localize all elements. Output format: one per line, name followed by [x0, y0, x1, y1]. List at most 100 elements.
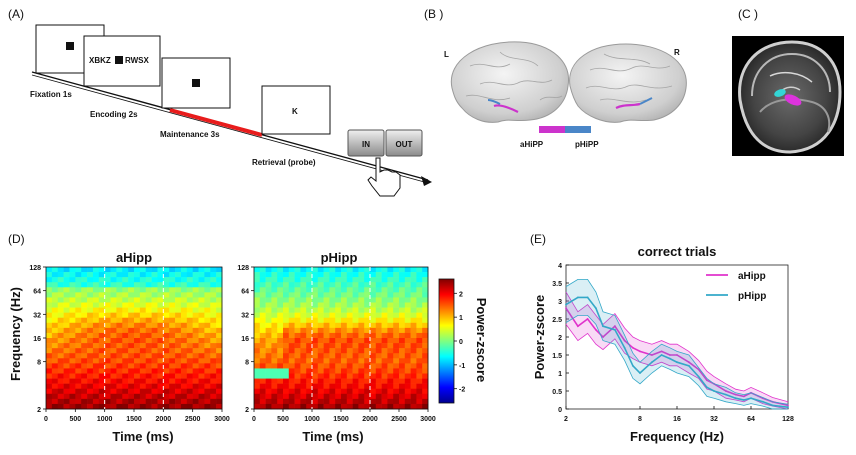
tf-cell	[393, 378, 400, 384]
tf-cell	[335, 398, 342, 405]
tf-cell	[104, 393, 111, 400]
tf-cell	[204, 343, 211, 349]
out-button[interactable]	[385, 129, 423, 157]
tf-cell	[151, 332, 158, 339]
tf-cell	[122, 403, 129, 410]
tf-cell	[134, 353, 141, 359]
tf-cell	[352, 373, 359, 379]
series-1-point	[734, 397, 737, 400]
tf-cell	[145, 322, 152, 329]
tf-cell	[186, 272, 193, 278]
tf-cell	[393, 373, 400, 379]
tf-cell	[335, 277, 342, 283]
tf-cell	[116, 292, 123, 298]
tf-cell	[265, 373, 272, 379]
tf-cell	[110, 373, 117, 379]
tf-cell	[198, 312, 205, 319]
tf-cell	[416, 317, 423, 324]
tf-cell	[404, 358, 411, 364]
tf-cell	[157, 353, 164, 359]
tf-cell	[57, 322, 64, 329]
tf-cell	[175, 317, 182, 324]
tf-cell	[416, 332, 423, 339]
tf-cell	[157, 373, 164, 379]
tf-cell	[98, 403, 105, 410]
series-1-point	[750, 397, 752, 400]
tf-cell	[216, 297, 223, 303]
tf-cell	[169, 322, 176, 329]
tf-cell	[323, 307, 330, 313]
tf-cell	[387, 292, 394, 298]
tf-cell	[87, 287, 94, 293]
tf-cell	[110, 378, 117, 384]
tf-cell	[180, 272, 188, 278]
mri-anterior-hippocampus	[784, 94, 802, 106]
x-tick-label: 1500	[126, 416, 142, 423]
tf-cell	[92, 348, 100, 354]
tf-cell	[116, 403, 123, 410]
tf-cell	[69, 388, 76, 395]
chart-x-tick-label: 16	[673, 416, 681, 423]
tf-cell	[323, 292, 330, 298]
tf-cell	[335, 312, 342, 319]
tf-cell	[175, 398, 182, 405]
tf-cell	[46, 403, 53, 410]
tf-cell	[180, 368, 188, 374]
tf-cell	[128, 378, 135, 384]
tf-cell	[116, 317, 123, 324]
tf-cell	[265, 322, 272, 329]
tf-cell	[271, 332, 278, 339]
tf-cell	[151, 348, 158, 354]
tf-cell	[422, 267, 429, 273]
tf-cell	[210, 363, 217, 369]
tf-cell	[169, 363, 176, 369]
tf-cell	[87, 358, 94, 364]
tf-cell	[98, 373, 105, 379]
tf-cell	[300, 327, 307, 334]
tf-cell	[277, 327, 284, 334]
tf-cell	[375, 282, 382, 288]
tf-cell	[81, 363, 88, 369]
tf-cell	[341, 358, 348, 364]
tf-cell	[92, 322, 100, 329]
tf-cell	[134, 312, 141, 319]
tf-cell	[180, 363, 188, 369]
tf-cell	[399, 317, 406, 324]
x-tick-label: 500	[277, 416, 289, 423]
tf-cell	[104, 398, 111, 405]
tf-cell	[87, 373, 94, 379]
tf-cell	[399, 272, 406, 278]
series-0-point	[706, 379, 708, 382]
in-button[interactable]	[347, 129, 385, 157]
timeline-arrow-shadow	[31, 74, 429, 184]
tf-cell	[75, 383, 82, 390]
tf-cell	[410, 287, 417, 293]
tf-cell	[422, 383, 429, 390]
tf-cell	[259, 343, 266, 349]
tf-cell	[387, 358, 394, 364]
tf-cell	[139, 297, 147, 303]
tf-cell	[175, 287, 182, 293]
tf-cell	[122, 388, 129, 395]
tf-cell	[81, 388, 88, 395]
tf-cell	[69, 338, 76, 344]
tf-cell	[294, 393, 301, 400]
tf-cell	[169, 292, 176, 298]
tf-cell	[323, 383, 330, 390]
tf-cell	[157, 297, 164, 303]
tf-cell	[145, 272, 152, 278]
tf-cell	[75, 398, 82, 405]
tf-cell	[46, 368, 53, 374]
series-1-point	[651, 361, 653, 364]
tf-cell	[110, 307, 117, 313]
tf-cell	[145, 358, 152, 364]
tf-cell	[254, 282, 261, 288]
tf-cell	[216, 327, 223, 334]
series-1-point	[577, 296, 579, 299]
tf-cell	[46, 343, 53, 349]
tf-cell	[399, 302, 406, 308]
tf-cell	[352, 343, 359, 349]
tf-cell	[265, 292, 272, 298]
tf-cell	[254, 327, 261, 334]
tf-cell	[110, 277, 117, 283]
